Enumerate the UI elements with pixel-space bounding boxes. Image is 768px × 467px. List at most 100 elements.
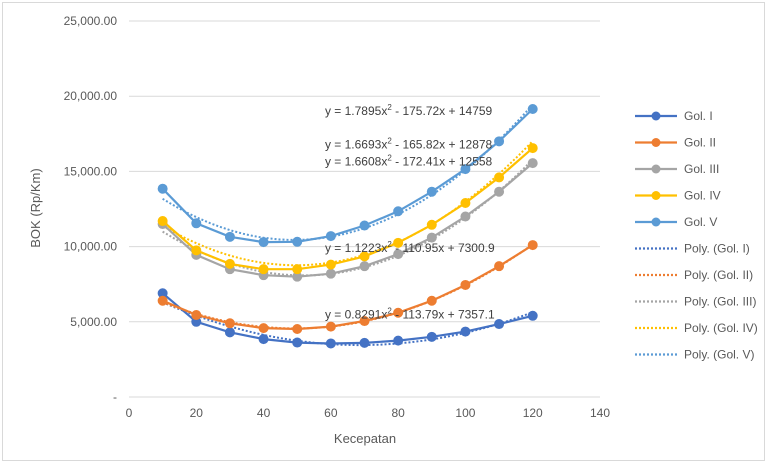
data-point [292,337,303,348]
data-point [258,237,269,248]
data-point [292,264,303,275]
y-axis-label: BOK (Rp/Km) [28,168,43,247]
data-point [527,143,538,154]
data-point [224,258,235,269]
x-tick-label: 40 [257,406,271,420]
legend-label: Gol. I [684,109,713,123]
x-tick-label: 120 [523,406,543,420]
x-tick-label: 0 [126,406,133,420]
data-point [157,216,168,227]
y-tick-label: 20,000.00 [64,89,118,103]
legend-label: Gol. III [684,162,719,176]
data-point [157,295,168,306]
x-tick-label: 80 [391,406,405,420]
data-point [494,261,505,272]
legend: Gol. I Gol. II Gol. III Gol. IV Gol. V Poly. … [635,109,758,362]
legend-label: Poly. (Gol. IV) [684,321,758,335]
data-point [527,310,538,321]
data-point [460,164,471,175]
data-point [494,172,505,183]
legend-marker [651,217,661,227]
trendline-equation: y = 1.6693x2 - 165.82x + 12878 [325,136,493,151]
trendline [162,301,534,347]
data-point [258,334,269,345]
data-point [426,295,437,306]
data-point [224,327,235,338]
data-point [460,279,471,290]
data-point [494,136,505,147]
x-tick-label: 20 [190,406,204,420]
series-line [161,162,534,278]
legend-marker [651,138,661,147]
data-point [191,310,202,321]
data-point [258,323,269,334]
data-point [191,218,202,229]
y-tick-label: - [113,390,117,404]
series-line [161,147,534,271]
y-tick-label: 25,000.00 [64,14,118,28]
trendline-equation: y = 1.6608x2 - 172.41x + 12558 [325,154,493,169]
legend-label: Poly. (Gol. I) [684,242,750,256]
legend-label: Poly. (Gol. V) [684,348,754,362]
data-point [460,211,471,222]
trendline-equation: y = 1.1223x2 - 110.95x + 7300.9 [325,240,495,255]
grid-lines [129,20,600,323]
series-lines [157,103,538,349]
legend-marker [651,191,661,200]
data-point [224,231,235,242]
data-point [426,232,437,243]
data-point [157,183,168,194]
data-point [426,331,437,342]
equation-annotations: y = 1.7895x2 - 175.72x + 14759 y = 1.6693… [325,103,495,321]
legend-label: Gol. V [684,215,717,229]
data-point [325,321,336,332]
data-point [292,236,303,247]
data-point [393,206,404,217]
data-point [393,249,404,260]
legend-marker [651,164,661,174]
axes: - 5,000.00 10,000.00 15,000.00 20,000.00 25,0… [64,14,611,420]
legend-label: Gol. IV [684,189,721,203]
x-axis-label: Kecepatan [334,431,396,446]
y-tick-label: 10,000.00 [64,240,118,254]
data-point [359,261,370,272]
trendline [162,103,534,241]
data-point [393,335,404,346]
data-point [527,158,538,169]
data-point [359,316,370,327]
data-point [494,186,505,197]
x-tick-label: 60 [324,406,338,420]
data-point [393,237,404,248]
legend-label: Poly. (Gol. II) [684,268,753,282]
data-point [460,326,471,337]
data-point [292,324,303,335]
data-point [494,319,505,330]
data-point [393,307,404,318]
y-tick-label: 15,000.00 [64,164,118,178]
x-tick-label: 100 [455,406,475,420]
series-line [161,108,534,244]
chart-frame: - 5,000.00 10,000.00 15,000.00 20,000.00 25,0… [2,2,765,461]
data-point [527,240,538,251]
x-tick-label: 140 [590,406,610,420]
data-point [224,318,235,329]
chart-svg: - 5,000.00 10,000.00 15,000.00 20,000.00 25,0… [28,14,758,446]
data-point [527,103,538,114]
data-point [359,337,370,348]
data-point [359,251,370,262]
data-point [325,268,336,279]
data-point [325,259,336,270]
trendline-equation: y = 1.7895x2 - 175.72x + 14759 [325,103,493,118]
trendline-equation: y = 0.8291x2 - 113.79x + 7357.1 [325,306,495,321]
data-point [426,186,437,197]
data-point [325,338,336,349]
data-point [191,245,202,256]
series-line [161,292,533,345]
data-point [359,220,370,231]
legend-marker [651,111,661,121]
y-tick-label: 5,000.00 [70,315,117,329]
data-point [460,197,471,208]
data-point [258,264,269,275]
series-line [162,244,534,331]
data-point [426,219,437,230]
